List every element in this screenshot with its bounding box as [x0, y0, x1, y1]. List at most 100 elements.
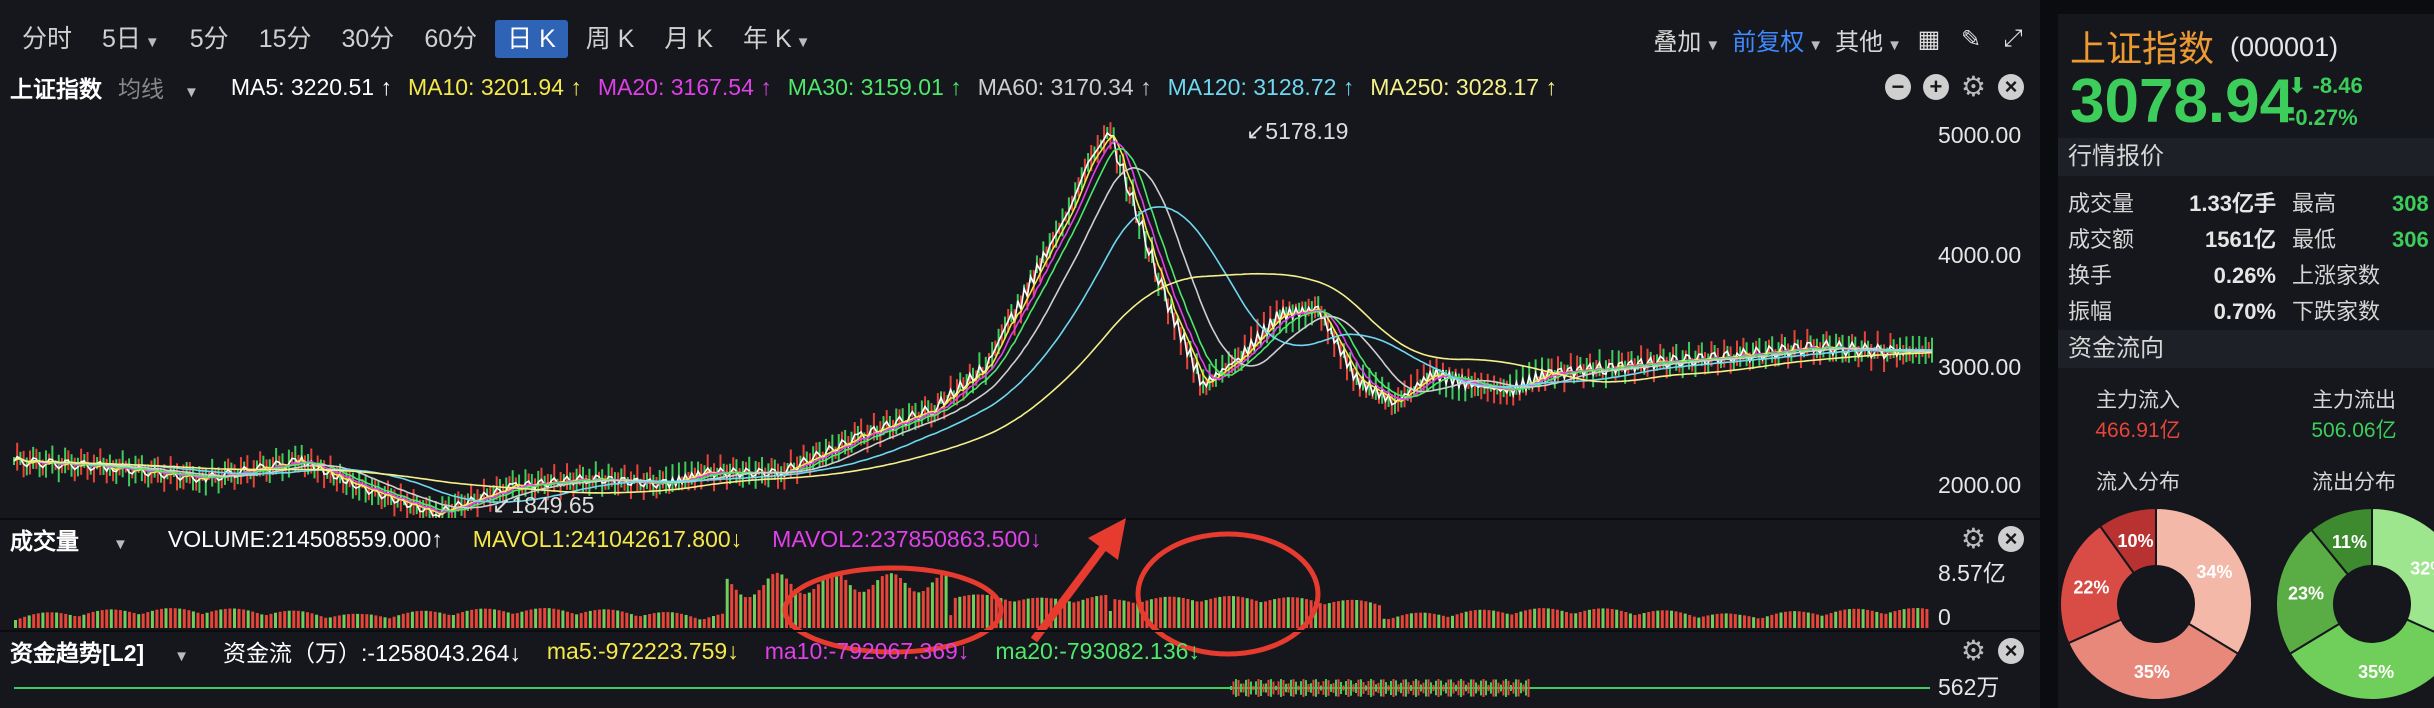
- volume-bar: [433, 611, 437, 628]
- volume-bar: [1738, 614, 1742, 628]
- out-pie-slice: [2288, 618, 2434, 701]
- volume-bar: [962, 595, 966, 628]
- close-icon[interactable]: ×: [1998, 638, 2024, 664]
- fund-bar: [1267, 679, 1270, 697]
- in-pie-slice-label: 22%: [2073, 577, 2109, 597]
- volume-bar: [1752, 617, 1756, 628]
- volume-bar: [328, 617, 332, 628]
- volume-bar: [1127, 601, 1131, 628]
- volume-bar: [1765, 616, 1769, 628]
- fund-bar: [1432, 684, 1435, 692]
- volume-bar: [1505, 613, 1509, 628]
- volume-bar: [1031, 598, 1035, 628]
- fund-bar: [1445, 682, 1447, 694]
- layout-grid-icon[interactable]: ▦: [1917, 25, 1941, 53]
- volume-bar: [296, 610, 300, 628]
- fund-bar: [1410, 685, 1412, 691]
- volume-bar: [753, 594, 756, 628]
- tab-3[interactable]: 15分: [247, 20, 324, 58]
- tab-9[interactable]: 年 K ▼: [731, 20, 822, 58]
- volume-bar: [816, 584, 820, 628]
- fund-label[interactable]: 资金趋势[L2] ▼: [10, 640, 190, 666]
- fund-bar: [1310, 683, 1312, 693]
- fullscreen-icon[interactable]: ⤢: [2003, 25, 2023, 52]
- in-pie-slice-label: 34%: [2196, 562, 2232, 582]
- volume-bar: [534, 608, 538, 628]
- overlay-menu[interactable]: 叠加 ▼: [1653, 28, 1721, 56]
- arrow-head: [1088, 518, 1126, 560]
- volume-bar: [1186, 599, 1190, 628]
- volume-bar: [885, 574, 889, 628]
- fund-bar: [1422, 682, 1425, 694]
- volume-bar: [1843, 609, 1847, 628]
- fund-bar: [1465, 684, 1467, 692]
- fund-bar: [1395, 680, 1397, 696]
- volume-bar: [369, 614, 373, 628]
- fund-chart[interactable]: [0, 672, 2040, 708]
- fund-bar: [1250, 681, 1252, 695]
- volume-bar: [1555, 609, 1559, 628]
- volume-bar: [1870, 610, 1874, 628]
- fund-bar: [1317, 681, 1320, 695]
- volume-bar: [876, 580, 880, 628]
- fund-bar: [1397, 684, 1400, 692]
- plus-icon[interactable]: +: [1922, 74, 1949, 100]
- volume-bar: [826, 575, 829, 628]
- tab-label: 5分: [189, 25, 229, 53]
- tab-5[interactable]: 60分: [412, 20, 489, 58]
- draw-pen-icon[interactable]: ✎: [1960, 25, 1982, 53]
- volume-bar: [105, 609, 109, 628]
- ma-item: MA20: 3167.54 ↑: [597, 73, 772, 100]
- volume-bar: [597, 609, 601, 628]
- volume-bar: [1670, 610, 1673, 628]
- volume-bar: [1368, 602, 1372, 628]
- volume-bar: [68, 614, 72, 628]
- volume-bar: [406, 612, 410, 628]
- volume-bar: [1040, 597, 1044, 628]
- close-icon[interactable]: ×: [1998, 526, 2024, 552]
- volume-bar: [1451, 615, 1454, 628]
- tab-4[interactable]: 30分: [330, 20, 407, 58]
- price-chart[interactable]: [0, 108, 2040, 518]
- quote-k2: 最低: [2292, 227, 2337, 252]
- volume-bar: [1291, 597, 1295, 628]
- volume-bar: [1045, 597, 1048, 628]
- volume-bar: [707, 617, 711, 628]
- volume-bar: [1373, 603, 1377, 628]
- adjust-menu[interactable]: 前复权 ▼: [1732, 28, 1824, 56]
- quote-v: 0.26%: [2213, 263, 2276, 288]
- tab-7[interactable]: 周 K: [574, 20, 647, 58]
- volume-bar: [1898, 610, 1902, 628]
- fund-bar: [1352, 684, 1355, 692]
- gear-icon[interactable]: ⚙: [1960, 523, 1986, 554]
- volume-bar: [1551, 608, 1555, 628]
- fund-bar: [1502, 680, 1505, 696]
- minus-icon[interactable]: −: [1884, 74, 1911, 100]
- volume-bar: [260, 614, 264, 628]
- tab-6[interactable]: 日 K: [495, 20, 568, 58]
- tab-1[interactable]: 5日 ▼: [90, 20, 172, 58]
- other-menu[interactable]: 其他 ▼: [1835, 28, 1902, 56]
- volume-bar: [871, 584, 875, 628]
- volume-bar: [379, 616, 382, 628]
- tab-2[interactable]: 5分: [178, 20, 241, 58]
- tab-8[interactable]: 月 K: [652, 20, 725, 58]
- gear-icon[interactable]: ⚙: [1960, 71, 1986, 102]
- volume-bar: [1286, 597, 1290, 628]
- ma-type-select[interactable]: 均线 ▼: [118, 76, 199, 102]
- close-icon[interactable]: ×: [1998, 74, 2024, 100]
- volume-bar: [1660, 610, 1664, 628]
- volume-bar: [1245, 598, 1249, 628]
- gear-icon[interactable]: ⚙: [1960, 635, 1986, 666]
- volume-bar: [1191, 600, 1194, 628]
- ma-legend: 上证指数 均线 ▼ MA5: 3220.51 ↑ MA10: 3201.94 ↑ MA…: [0, 66, 2040, 108]
- volume-bar: [228, 608, 232, 628]
- volume-bar: [1879, 613, 1883, 628]
- tab-0[interactable]: 分时: [10, 20, 84, 58]
- volume-label[interactable]: 成交量 ▼: [10, 528, 128, 554]
- volume-bar: [1337, 601, 1340, 628]
- volume-bar: [1113, 599, 1117, 628]
- fund-bar: [1245, 679, 1247, 697]
- annotation-overlay: [782, 518, 1321, 657]
